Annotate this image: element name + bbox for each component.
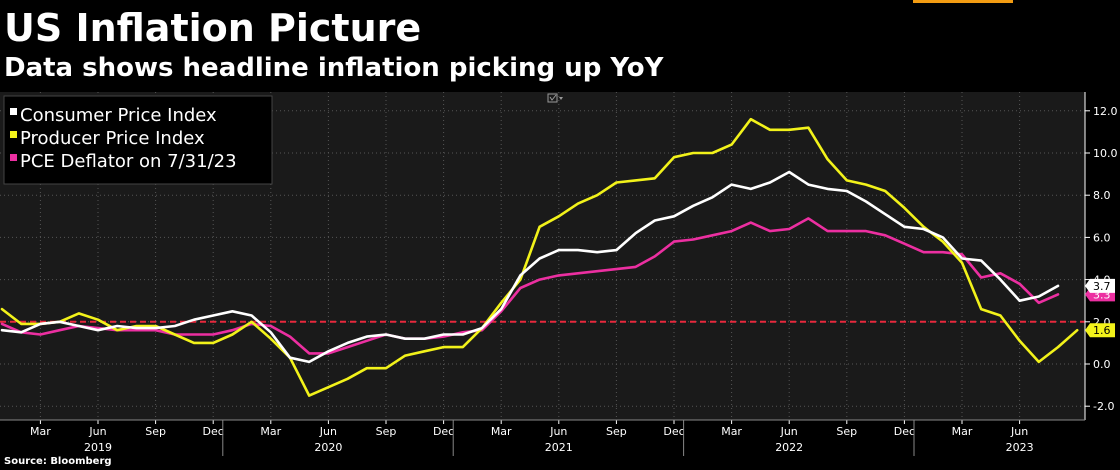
x-month-label: Dec [203, 425, 224, 438]
legend-box [3, 95, 273, 185]
x-year-label: 2021 [545, 441, 573, 454]
legend-item-cpi[interactable]: Consumer Price Index [10, 105, 217, 126]
legend-label-ppi: Producer Price Index [20, 128, 205, 149]
x-year-label: 2019 [84, 441, 112, 454]
last-value-flags: 3.33.71.6 [1085, 278, 1115, 338]
series-lines [0, 117, 1079, 397]
accent-bar [913, 0, 1013, 3]
cpi-last-value-flag: 3.7 [1085, 278, 1115, 293]
x-axis: Mar Jun Sep Dec Mar Jun Sep Dec Mar Jun Sep Dec Mar J… [0, 419, 1085, 456]
x-month-label: Dec [663, 425, 684, 438]
ppi-line [0, 117, 1079, 397]
x-month-label: Mar [30, 425, 51, 438]
chart-header: US Inflation Picture Data shows headline… [0, 0, 1120, 92]
flag-label: 1.6 [1093, 324, 1111, 337]
flag-shape [1085, 323, 1115, 338]
flag-shape [1085, 278, 1115, 293]
chart-title: US Inflation Picture [4, 6, 422, 50]
x-year-label: 2023 [1006, 441, 1034, 454]
legend-swatch-ppi [10, 131, 17, 138]
x-year-label: 2020 [314, 441, 342, 454]
y-tick-label: 8.0 [1093, 189, 1111, 202]
x-month-label: Jun [549, 425, 567, 438]
x-month-label: Dec [894, 425, 915, 438]
ppi-last-value-flag: 1.6 [1085, 323, 1115, 338]
x-month-label: Sep [376, 425, 397, 438]
legend-swatch-pce [10, 154, 17, 161]
x-month-label: Mar [260, 425, 281, 438]
legend-item-ppi[interactable]: Producer Price Index [10, 128, 205, 149]
x-month-label: Sep [606, 425, 627, 438]
x-month-label: Jun [319, 425, 337, 438]
flag-label: 3.7 [1093, 280, 1111, 293]
y-tick-label: 10.0 [1093, 147, 1118, 160]
source-note: Source: Bloomberg [4, 456, 112, 467]
y-tick-label: -2.0 [1093, 400, 1114, 413]
x-month-label: Dec [433, 425, 454, 438]
x-year-label: 2022 [775, 441, 803, 454]
x-month-label: Jun [88, 425, 106, 438]
legend-label-pce: PCE Deflator on 7/31/23 [20, 151, 237, 172]
x-month-label: Mar [491, 425, 512, 438]
x-month-label: Mar [721, 425, 742, 438]
x-month-label: Jun [780, 425, 798, 438]
chart-options-icon[interactable] [547, 93, 563, 103]
y-tick-label: 0.0 [1093, 358, 1111, 371]
x-month-label: Mar [952, 425, 973, 438]
legend-label-cpi: Consumer Price Index [20, 105, 217, 126]
legend-item-pce[interactable]: PCE Deflator on 7/31/23 [10, 151, 237, 172]
legend-swatch-cpi [10, 108, 17, 115]
inflation-line-chart: -2.00.02.04.06.08.010.012.0 MarJunSepDec… [0, 92, 1120, 456]
cpi-line [0, 170, 1060, 364]
x-month-label: Jun [1010, 425, 1028, 438]
x-month-label: Sep [145, 425, 166, 438]
y-tick-label: 6.0 [1093, 231, 1111, 244]
y-tick-label: 12.0 [1093, 105, 1118, 118]
chart-subtitle: Data shows headline inflation picking up… [4, 53, 664, 83]
x-month-label: Sep [836, 425, 857, 438]
